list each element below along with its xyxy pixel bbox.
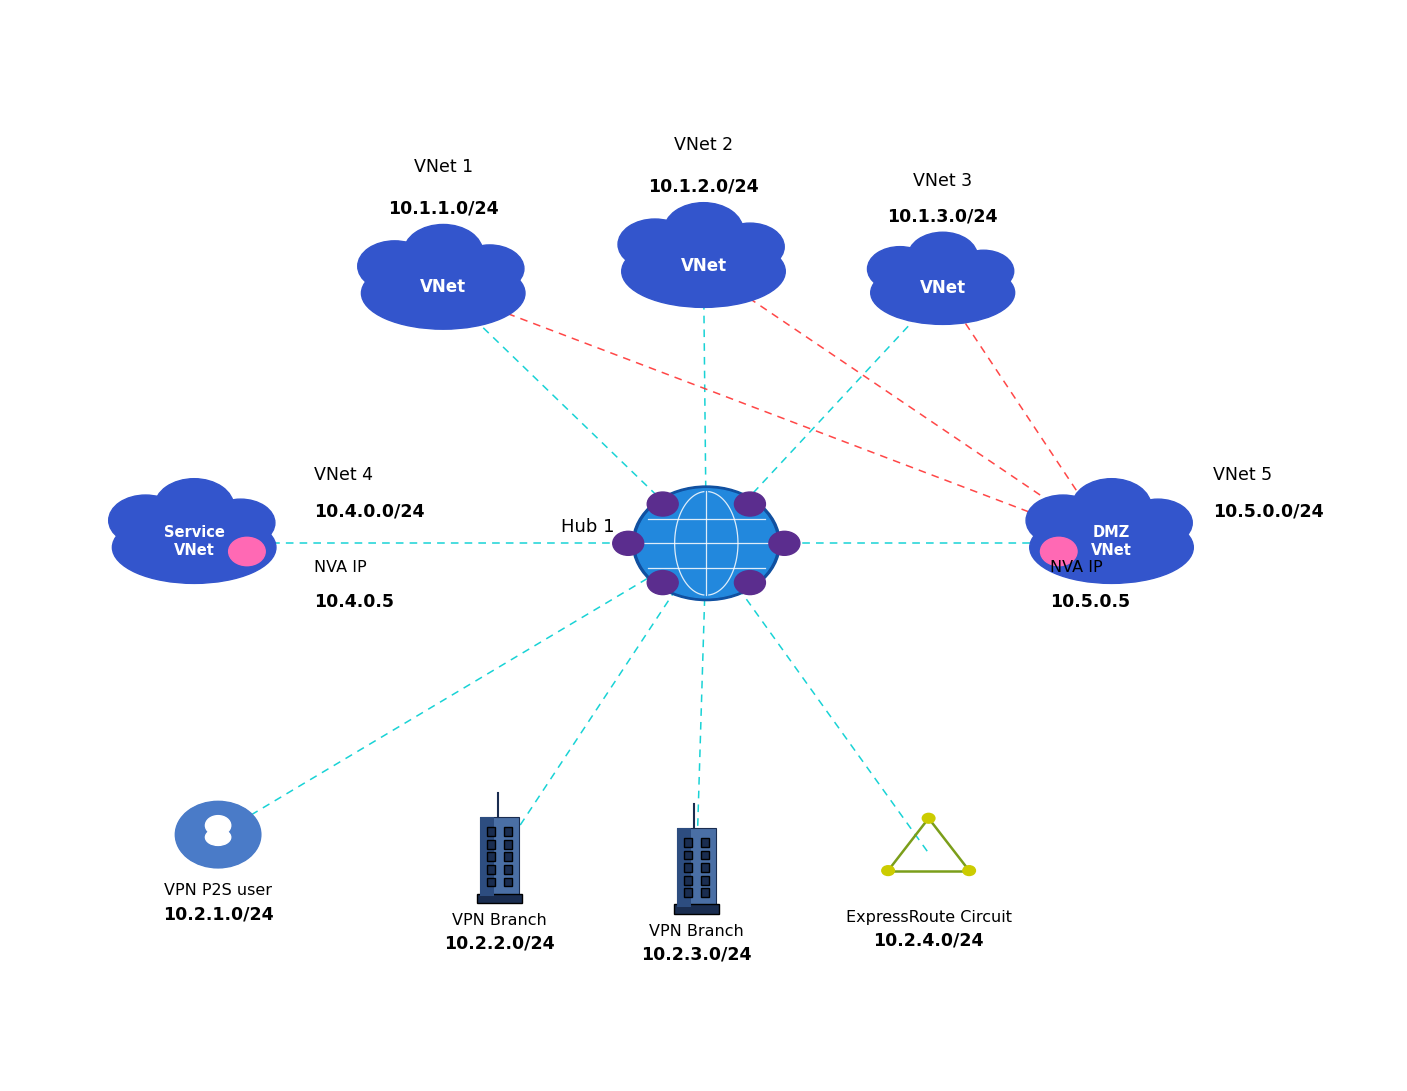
Circle shape (882, 866, 895, 875)
Text: VNet 5: VNet 5 (1213, 467, 1272, 484)
Text: VNet: VNet (681, 256, 726, 275)
Ellipse shape (205, 829, 231, 846)
Text: ExpressRoute Circuit: ExpressRoute Circuit (846, 910, 1012, 925)
Ellipse shape (108, 495, 183, 546)
Circle shape (768, 531, 799, 555)
Ellipse shape (207, 500, 274, 547)
Ellipse shape (456, 245, 523, 292)
Ellipse shape (1030, 512, 1193, 584)
Ellipse shape (1026, 495, 1100, 546)
Ellipse shape (868, 247, 933, 291)
Text: NVA IP: NVA IP (1050, 561, 1103, 575)
FancyBboxPatch shape (504, 877, 512, 886)
Circle shape (176, 802, 260, 867)
Text: 10.2.4.0/24: 10.2.4.0/24 (874, 932, 983, 949)
Text: 10.4.0.5: 10.4.0.5 (314, 594, 394, 611)
FancyBboxPatch shape (684, 888, 692, 897)
FancyBboxPatch shape (701, 838, 709, 847)
Ellipse shape (622, 236, 785, 308)
Circle shape (962, 866, 975, 875)
Text: VNet 3: VNet 3 (913, 171, 972, 190)
Ellipse shape (1124, 500, 1192, 547)
Text: 10.5.0.0/24: 10.5.0.0/24 (1213, 503, 1324, 520)
FancyBboxPatch shape (504, 852, 512, 861)
FancyBboxPatch shape (504, 827, 512, 836)
Text: 10.2.1.0/24: 10.2.1.0/24 (163, 906, 273, 923)
Text: VNet 1: VNet 1 (414, 158, 473, 177)
FancyBboxPatch shape (701, 851, 709, 860)
FancyBboxPatch shape (480, 817, 519, 896)
Text: 10.2.3.0/24: 10.2.3.0/24 (642, 946, 751, 963)
Text: VNet: VNet (920, 278, 965, 297)
Circle shape (734, 492, 765, 516)
Text: VPN Branch: VPN Branch (452, 913, 547, 928)
Circle shape (734, 571, 765, 595)
Circle shape (613, 531, 643, 555)
Ellipse shape (404, 225, 483, 280)
Text: 10.2.2.0/24: 10.2.2.0/24 (445, 935, 554, 952)
Text: VNet 2: VNet 2 (674, 136, 733, 155)
FancyBboxPatch shape (487, 852, 495, 861)
FancyBboxPatch shape (701, 876, 709, 885)
FancyBboxPatch shape (684, 851, 692, 860)
Text: VNet 4: VNet 4 (314, 467, 373, 484)
FancyBboxPatch shape (487, 827, 495, 836)
FancyBboxPatch shape (701, 888, 709, 897)
Text: Hub 1: Hub 1 (561, 518, 615, 536)
Ellipse shape (716, 224, 784, 271)
FancyBboxPatch shape (677, 828, 691, 907)
Ellipse shape (155, 479, 234, 535)
Circle shape (205, 816, 231, 836)
Text: 10.5.0.5: 10.5.0.5 (1050, 594, 1130, 611)
Text: 10.4.0.0/24: 10.4.0.0/24 (314, 503, 425, 520)
Ellipse shape (664, 203, 743, 259)
Ellipse shape (1072, 479, 1151, 535)
Circle shape (1041, 538, 1078, 566)
Circle shape (633, 487, 779, 600)
FancyBboxPatch shape (480, 817, 494, 896)
FancyBboxPatch shape (487, 877, 495, 886)
Circle shape (647, 571, 678, 595)
FancyBboxPatch shape (674, 904, 719, 914)
Circle shape (636, 489, 777, 598)
Circle shape (923, 814, 934, 823)
Circle shape (228, 538, 266, 566)
FancyBboxPatch shape (684, 838, 692, 847)
FancyBboxPatch shape (684, 863, 692, 872)
FancyBboxPatch shape (701, 863, 709, 872)
Text: DMZ
VNet: DMZ VNet (1090, 526, 1133, 558)
Ellipse shape (908, 232, 978, 281)
Ellipse shape (618, 219, 692, 269)
FancyBboxPatch shape (684, 876, 692, 885)
Text: 10.1.2.0/24: 10.1.2.0/24 (649, 178, 758, 195)
Text: VPN Branch: VPN Branch (649, 924, 744, 939)
Ellipse shape (357, 241, 432, 291)
Text: NVA IP: NVA IP (314, 561, 366, 575)
Ellipse shape (871, 261, 1014, 324)
Text: 10.1.3.0/24: 10.1.3.0/24 (888, 207, 998, 226)
Text: VNet: VNet (421, 278, 466, 297)
Circle shape (647, 492, 678, 516)
FancyBboxPatch shape (677, 828, 716, 907)
Text: Service
VNet: Service VNet (163, 526, 225, 558)
FancyBboxPatch shape (477, 894, 522, 903)
Text: VPN P2S user: VPN P2S user (165, 883, 272, 898)
FancyBboxPatch shape (504, 865, 512, 874)
FancyBboxPatch shape (487, 865, 495, 874)
Text: 10.1.1.0/24: 10.1.1.0/24 (388, 200, 498, 217)
Ellipse shape (954, 250, 1013, 292)
Ellipse shape (113, 512, 276, 584)
FancyBboxPatch shape (487, 840, 495, 849)
Ellipse shape (362, 257, 525, 329)
FancyBboxPatch shape (504, 840, 512, 849)
